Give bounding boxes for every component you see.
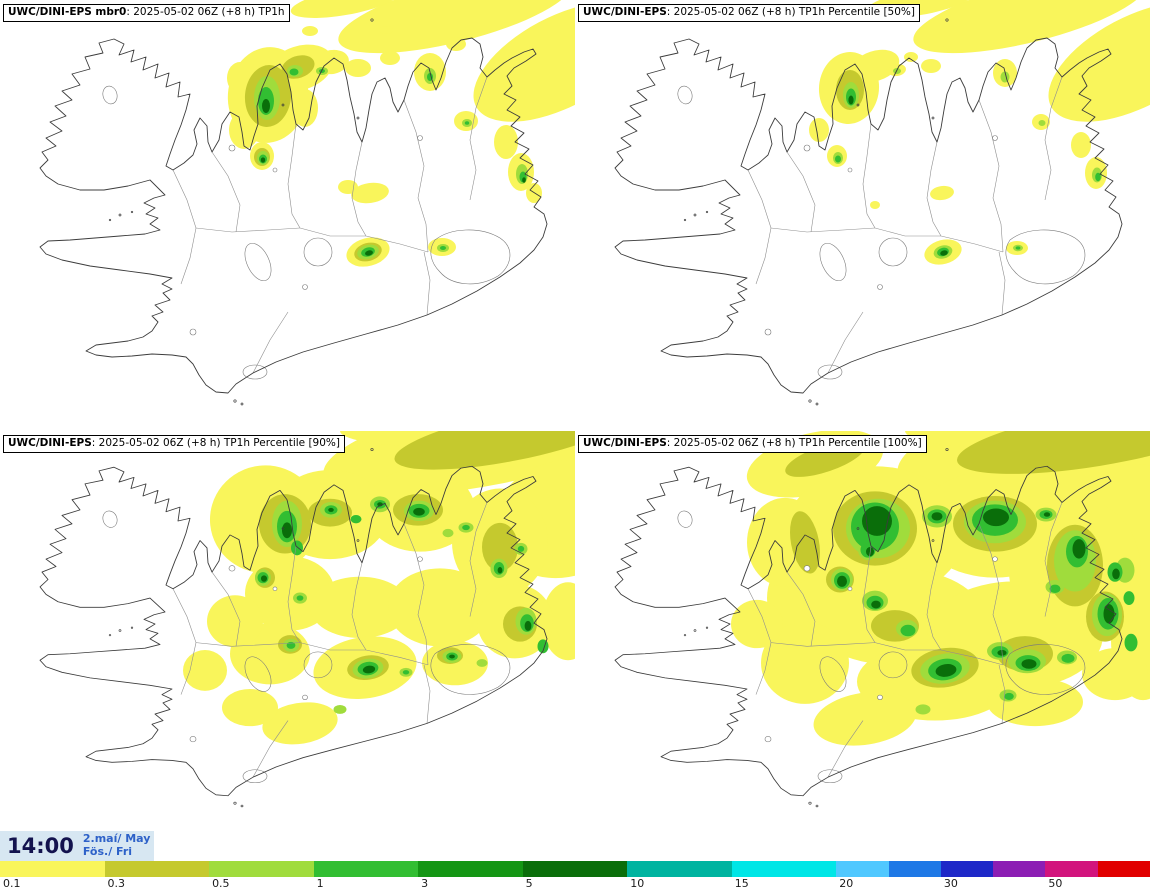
colorbar-tick-label: 20	[839, 877, 854, 890]
iceland-map	[614, 431, 1150, 808]
run-info: : 2025-05-02 06Z (+8 h) TP1h Percentile …	[91, 437, 340, 449]
colorbar-tick-label: 0.3	[107, 877, 126, 890]
coastline	[39, 465, 548, 797]
colorbar-segment	[731, 861, 837, 877]
small-islands	[108, 448, 374, 808]
small-islands	[683, 18, 949, 406]
precipitation-layer	[227, 0, 575, 267]
iceland-map	[39, 431, 575, 808]
colorbar-tick-label: 50	[1048, 877, 1063, 890]
colorbar-tick-label: 30	[943, 877, 958, 890]
colorbar-tick-label: 5	[525, 877, 533, 890]
colorbar-tick-label: 10	[630, 877, 645, 890]
precipitation-layer	[183, 431, 575, 745]
small-islands	[108, 18, 374, 406]
small-islands	[683, 448, 949, 808]
valid-date: 2.maí/ May Fös./ Fri	[83, 833, 151, 858]
valid-time-box: 14:00 2.maí/ May Fös./ Fri	[0, 831, 154, 861]
model-name: UWC/DINI-EPS	[583, 437, 667, 449]
colorbar	[0, 861, 1150, 877]
glacier-outlines	[102, 85, 511, 380]
municipality-boundaries	[172, 76, 488, 374]
map-panel-p50: UWC/DINI-EPS: 2025-05-02 06Z (+8 h) TP1h…	[575, 0, 1150, 431]
coastline	[39, 37, 548, 394]
colorbar-segment	[0, 861, 105, 877]
panel-title: UWC/DINI-EPS: 2025-05-02 06Z (+8 h) TP1h…	[3, 435, 345, 454]
municipality-boundaries	[747, 76, 1063, 374]
model-name: UWC/DINI-EPS	[583, 6, 667, 18]
coastline	[614, 37, 1123, 394]
colorbar-segment	[418, 861, 523, 877]
colorbar-segment	[940, 861, 994, 877]
colorbar-segment	[888, 861, 941, 877]
precipitation-layer	[809, 0, 1150, 265]
map-panel-p90: UWC/DINI-EPS: 2025-05-02 06Z (+8 h) TP1h…	[0, 431, 575, 831]
lakes	[764, 135, 998, 336]
colorbar-tick-label: 0.5	[212, 877, 230, 890]
colorbar-segment	[209, 861, 314, 877]
panel-title: UWC/DINI-EPS mbr0: 2025-05-02 06Z (+8 h)…	[3, 4, 290, 23]
date-day-month: 2.maí/ May	[82, 832, 151, 846]
valid-time: 14:00	[7, 834, 74, 858]
footer: 14:00 2.maí/ May Fös./ Fri	[0, 831, 1150, 861]
colorbar-labels: 0.1 0.3 0.5 1 3 5 10 15 20 30 50	[0, 877, 1150, 891]
colorbar-tick-label: 1	[316, 877, 324, 890]
colorbar-segment	[993, 861, 1046, 877]
run-info: : 2025-05-02 06Z (+8 h) TP1h Percentile …	[666, 6, 915, 18]
map-panel-p100: UWC/DINI-EPS: 2025-05-02 06Z (+8 h) TP1h…	[575, 431, 1150, 831]
colorbar-segment	[1045, 861, 1098, 877]
model-name: UWC/DINI-EPS	[8, 437, 92, 449]
precipitation-layer	[731, 431, 1150, 746]
lakes	[189, 135, 423, 336]
lakes	[764, 556, 998, 743]
colorbar-segment	[627, 861, 732, 877]
colorbar-tick-label: 3	[421, 877, 429, 890]
coastline	[614, 465, 1123, 797]
colorbar-tick-label: 15	[734, 877, 749, 890]
model-name: UWC/DINI-EPS mbr0	[8, 6, 127, 18]
run-info: : 2025-05-02 06Z (+8 h) TP1h Percentile …	[666, 437, 922, 449]
map-panel-member0: UWC/DINI-EPS mbr0: 2025-05-02 06Z (+8 h)…	[0, 0, 575, 431]
glacier-outlines	[102, 510, 511, 784]
municipality-boundaries	[747, 502, 1063, 778]
colorbar-segment	[522, 861, 628, 877]
colorbar-segment	[104, 861, 210, 877]
glacier-outlines	[677, 85, 1086, 380]
colorbar-segment	[1097, 861, 1150, 877]
lakes	[189, 556, 423, 743]
municipality-boundaries	[172, 502, 488, 778]
glacier-outlines	[677, 510, 1086, 784]
colorbar-segment	[313, 861, 419, 877]
colorbar-segment	[836, 861, 889, 877]
date-weekday: Fös./ Fri	[82, 845, 133, 858]
colorbar-tick-label: 0.1	[3, 877, 21, 890]
iceland-map	[614, 0, 1150, 406]
run-info: : 2025-05-02 06Z (+8 h) TP1h	[126, 6, 285, 18]
iceland-map	[39, 0, 575, 406]
panel-title: UWC/DINI-EPS: 2025-05-02 06Z (+8 h) TP1h…	[578, 435, 927, 454]
panel-title: UWC/DINI-EPS: 2025-05-02 06Z (+8 h) TP1h…	[578, 4, 920, 23]
